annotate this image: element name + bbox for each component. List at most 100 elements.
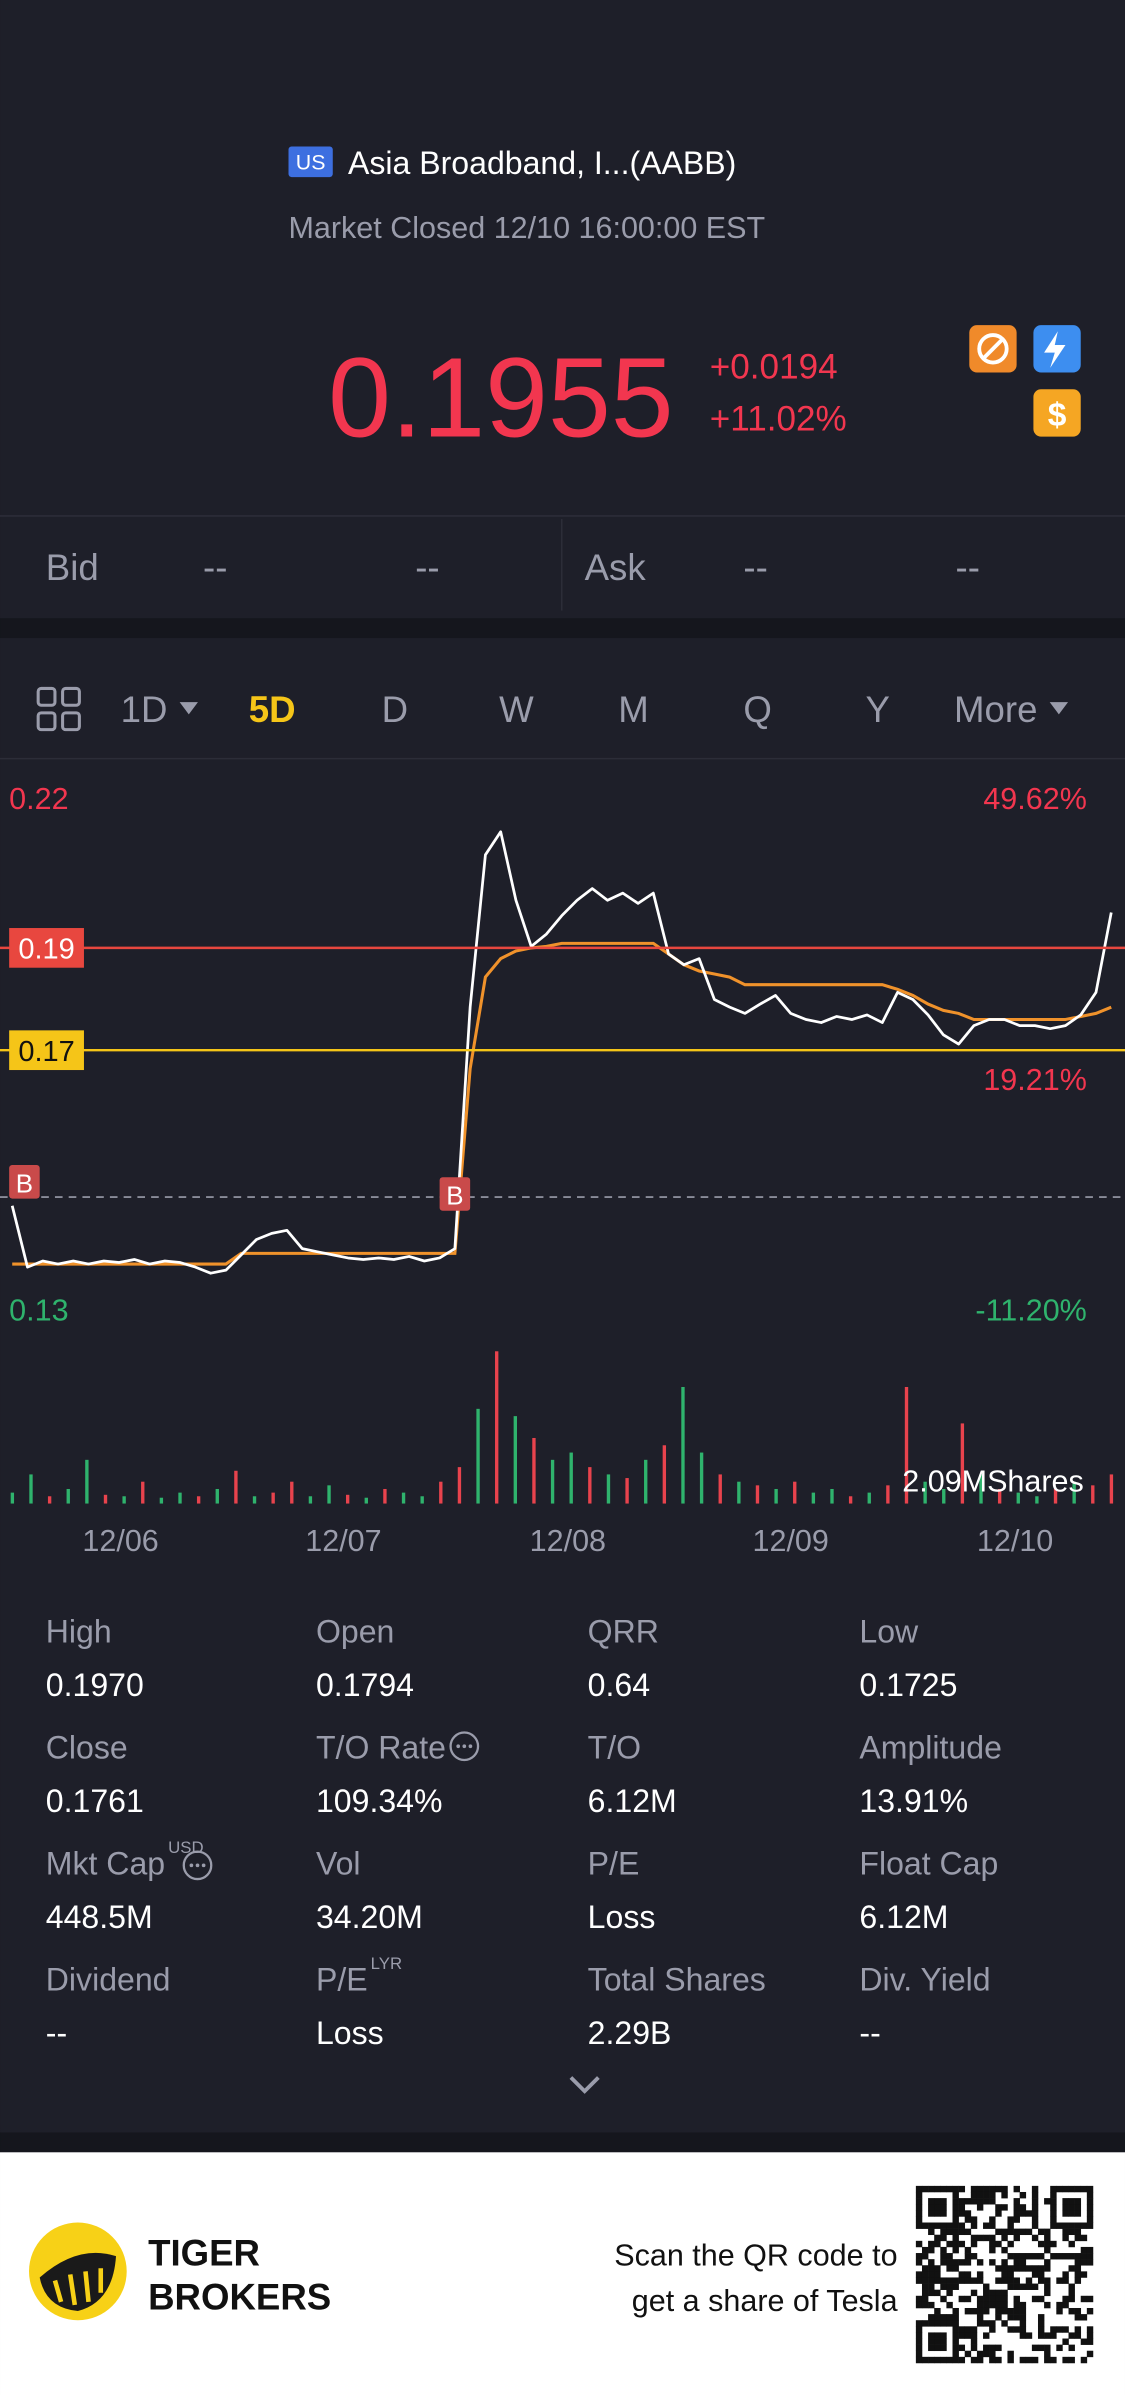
volume-bar [1016, 1492, 1020, 1504]
tab[interactable]: Y [866, 689, 890, 730]
qr-module [995, 2204, 1002, 2211]
qr-module [934, 2185, 941, 2193]
info-icon[interactable] [182, 1850, 213, 1881]
qr-module [928, 2210, 935, 2217]
qr-module [958, 2198, 966, 2205]
qr-module [1074, 2326, 1082, 2333]
axis-label: -11.20% [975, 1293, 1086, 1327]
tab[interactable]: 5D [249, 689, 296, 730]
qr-module [946, 2240, 953, 2248]
qr-module [1019, 2283, 1027, 2290]
qr-module [1086, 2185, 1094, 2193]
qr-module [1007, 2228, 1014, 2236]
qr-module [970, 2234, 978, 2242]
qr-module [976, 2191, 984, 2199]
tab[interactable]: D [382, 689, 408, 730]
stat-value: 34.20M [316, 1899, 423, 1935]
qr-module [958, 2240, 966, 2248]
qr-module [915, 2210, 923, 2217]
tab[interactable]: More [954, 689, 1037, 730]
qr-module [1013, 2314, 1020, 2321]
qr-module [928, 2277, 935, 2284]
qr-module [1031, 2265, 1039, 2272]
info-icon[interactable] [449, 1731, 480, 1762]
qr-module [995, 2301, 1002, 2309]
stat-label: Open [316, 1613, 394, 1649]
qr-module [940, 2228, 947, 2236]
qr-module [970, 2326, 978, 2333]
qr-module [946, 2356, 953, 2364]
qr-module [940, 2338, 947, 2345]
qr-module [995, 2356, 1002, 2364]
stat-value: -- [859, 2015, 880, 2051]
qr-module [928, 2246, 935, 2254]
tab[interactable]: Q [743, 689, 772, 730]
qr-module [1025, 2210, 1033, 2217]
expand-chevron[interactable] [569, 2076, 600, 2094]
qr-module [1068, 2253, 1075, 2260]
qr-module [915, 2338, 923, 2345]
qr-module [1031, 2344, 1039, 2352]
qr-module [940, 2332, 947, 2339]
qr-module [1068, 2228, 1075, 2236]
tab[interactable]: W [499, 689, 534, 730]
qr-module [1031, 2210, 1039, 2217]
qr-module [940, 2185, 947, 2193]
qr-module [1007, 2240, 1014, 2248]
qr-module [1062, 2326, 1069, 2333]
qr-module [995, 2289, 1002, 2297]
stat-value: 109.34% [316, 1783, 443, 1819]
qr-module [1062, 2338, 1069, 2345]
qr-module [970, 2216, 978, 2223]
qr-module [976, 2307, 984, 2315]
qr-module [915, 2204, 923, 2211]
qr-module [970, 2191, 978, 2199]
logo-stripes [52, 2268, 104, 2306]
qr-module [915, 2344, 923, 2352]
qr-module [1074, 2234, 1082, 2242]
qr-module [946, 2289, 953, 2297]
qr-module [1080, 2246, 1088, 2254]
qr-module [976, 2301, 984, 2309]
stat-value: 0.64 [588, 1667, 650, 1703]
qr-module [946, 2314, 953, 2321]
stat-label: Vol [316, 1845, 361, 1881]
qr-module [1037, 2332, 1045, 2339]
layout-icon[interactable] [36, 686, 81, 732]
qr-module [940, 2198, 947, 2205]
x-tick-label: 12/10 [977, 1524, 1053, 1558]
qr-module [1031, 2222, 1039, 2229]
tiger-logo [29, 2222, 127, 2321]
tab[interactable]: M [618, 689, 649, 730]
qr-module [1025, 2356, 1033, 2364]
qr-module [1019, 2228, 1027, 2236]
qr-module [940, 2277, 947, 2284]
qr-module [983, 2185, 990, 2193]
qr-module [952, 2204, 959, 2211]
qr-module [1062, 2295, 1069, 2303]
qr-module [964, 2295, 972, 2303]
qr-module [1031, 2234, 1039, 2242]
qr-module [970, 2338, 978, 2345]
qr-module [1056, 2326, 1063, 2333]
qr-module [989, 2198, 996, 2205]
qr-module [934, 2332, 941, 2339]
bid-size: -- [415, 547, 439, 588]
tab[interactable]: 1D [121, 689, 168, 730]
volume-bar [923, 1481, 927, 1504]
qr-module [1068, 2344, 1075, 2352]
volume-bar [569, 1452, 573, 1504]
qr-module [952, 2307, 959, 2315]
qr-module [1007, 2307, 1014, 2315]
qr-module [952, 2332, 959, 2339]
bid-label: Bid [46, 547, 99, 588]
qr-module [1056, 2301, 1063, 2309]
qr-module [1025, 2265, 1033, 2272]
volume-bar [997, 1488, 1002, 1504]
qr-module [1001, 2289, 1008, 2297]
volume-bar [308, 1496, 313, 1504]
qr-module [1019, 2259, 1027, 2266]
qr-module [989, 2185, 996, 2193]
qr-module [976, 2356, 984, 2364]
